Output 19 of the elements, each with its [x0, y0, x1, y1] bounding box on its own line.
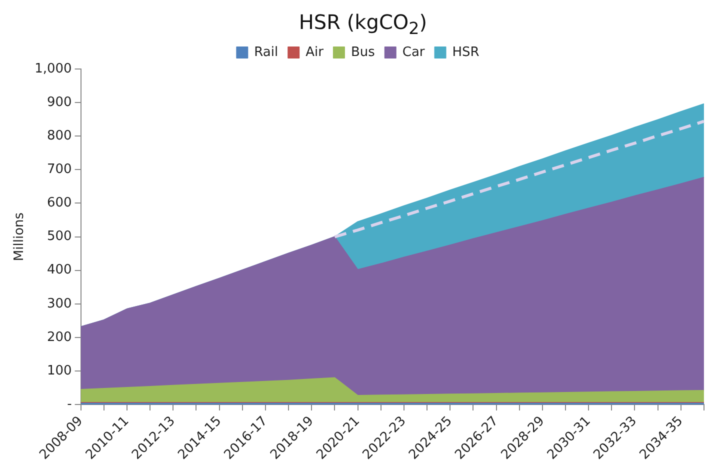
- y-tick-label: 900: [46, 94, 72, 110]
- y-axis-title: Millions: [12, 212, 28, 262]
- legend-label: Rail: [254, 44, 278, 60]
- y-tick-label: 100: [46, 363, 72, 378]
- y-tick-label: 800: [46, 128, 72, 144]
- y-tick-label: 400: [46, 262, 72, 278]
- legend-label: Car: [402, 44, 426, 60]
- legend-label: Air: [306, 44, 324, 60]
- y-tick-label: 500: [46, 229, 72, 244]
- y-tick-label: 700: [46, 162, 72, 178]
- y-tick-label: 200: [46, 330, 72, 345]
- line-series: [333, 120, 706, 238]
- y-tick-label: 300: [46, 296, 72, 312]
- y-tick-label: -: [67, 396, 72, 412]
- y-tick-label: 600: [46, 196, 72, 211]
- y-tick-label: 1,000: [34, 61, 72, 76]
- chart-title: HSR (kgCO$_{2}$): [298, 9, 428, 38]
- legend-label: HSR: [452, 44, 480, 60]
- legend-label: Bus: [350, 44, 376, 60]
